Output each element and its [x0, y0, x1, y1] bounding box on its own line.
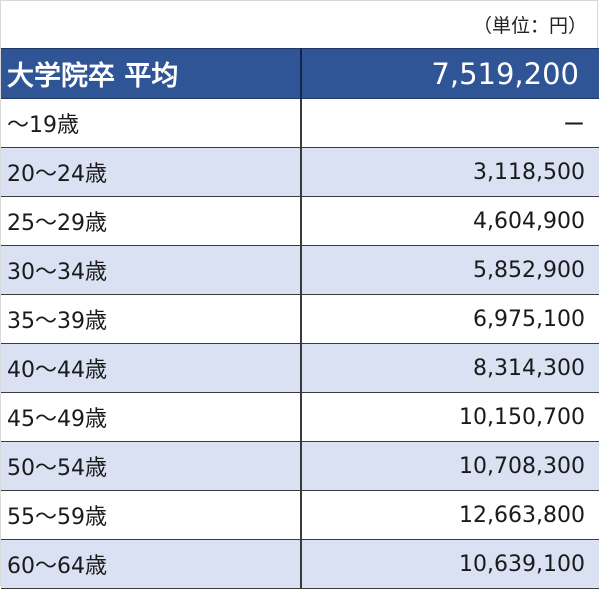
header-label: 大学院卒 平均 — [1, 48, 302, 99]
salary-value: 8,314,300 — [301, 343, 599, 393]
salary-value: 3,118,500 — [301, 147, 599, 197]
unit-note: （単位：円） — [472, 15, 587, 37]
salary-value: 10,708,300 — [301, 441, 599, 491]
salary-value: 10,639,100 — [301, 539, 599, 589]
salary-value: 4,604,900 — [301, 196, 599, 246]
age-range-label: 30〜34歳 — [1, 245, 302, 295]
salary-by-age-table: 大学院卒 平均 7,519,200 〜19歳 ー 20〜24歳 3,118,50… — [1, 48, 599, 589]
header-row: 大学院卒 平均 7,519,200 — [1, 48, 599, 99]
salary-value: ー — [301, 98, 599, 148]
table-row: 40〜44歳 8,314,300 — [1, 343, 599, 393]
table-row: 60〜64歳 10,639,100 — [1, 539, 599, 589]
age-range-label: 50〜54歳 — [1, 441, 302, 491]
salary-value: 5,852,900 — [301, 245, 599, 295]
age-range-label: 40〜44歳 — [1, 343, 302, 393]
table-row: 45〜49歳 10,150,700 — [1, 392, 599, 442]
table-row: 25〜29歳 4,604,900 — [1, 196, 599, 246]
age-range-label: 35〜39歳 — [1, 294, 302, 344]
header-value: 7,519,200 — [301, 48, 599, 99]
table-row: 20〜24歳 3,118,500 — [1, 147, 599, 197]
age-range-label: 20〜24歳 — [1, 147, 302, 197]
salary-value: 12,663,800 — [301, 490, 599, 540]
table-row: 35〜39歳 6,975,100 — [1, 294, 599, 344]
table-row: 30〜34歳 5,852,900 — [1, 245, 599, 295]
table-row: 〜19歳 ー — [1, 98, 599, 148]
age-range-label: 55〜59歳 — [1, 490, 302, 540]
age-range-label: 25〜29歳 — [1, 196, 302, 246]
table-row: 55〜59歳 12,663,800 — [1, 490, 599, 540]
table-row: 50〜54歳 10,708,300 — [1, 441, 599, 491]
age-range-label: 60〜64歳 — [1, 539, 302, 589]
age-range-label: 45〜49歳 — [1, 392, 302, 442]
salary-value: 10,150,700 — [301, 392, 599, 442]
salary-value: 6,975,100 — [301, 294, 599, 344]
age-range-label: 〜19歳 — [1, 98, 302, 148]
